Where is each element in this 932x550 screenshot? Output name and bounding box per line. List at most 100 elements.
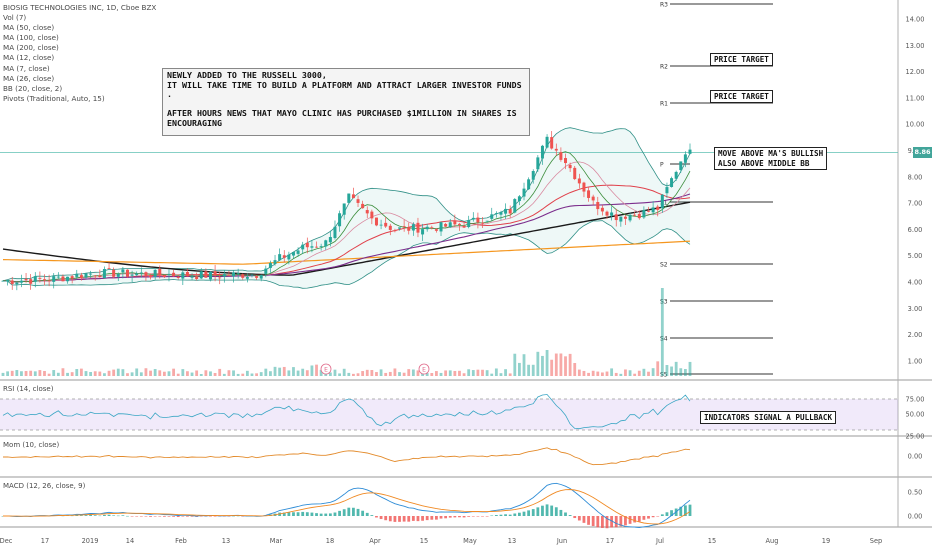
volume-bar xyxy=(582,370,586,376)
candle-body xyxy=(10,280,14,284)
volume-bar xyxy=(305,370,309,376)
macd-histogram-bar xyxy=(518,512,521,516)
volume-bar xyxy=(476,369,480,376)
macd-histogram-bar xyxy=(688,504,692,516)
macd-histogram-bar xyxy=(573,516,577,519)
macd-histogram-bar xyxy=(153,516,157,517)
candle-body xyxy=(347,193,351,203)
candle-body xyxy=(264,268,268,274)
volume-bar xyxy=(333,369,337,376)
candle-body xyxy=(227,274,231,276)
candle-body xyxy=(93,275,97,277)
candle-body xyxy=(301,244,305,250)
candle-body xyxy=(66,276,70,282)
candle-body xyxy=(213,271,217,276)
macd-histogram-bar xyxy=(190,516,194,517)
legend-pivots: Pivots (Traditional, Auto, 15) xyxy=(3,93,105,103)
candle-body xyxy=(670,178,674,187)
candle-body xyxy=(457,223,461,225)
note-line-2: IT WILL TAKE TIME TO BUILD A PLATFORM AN… xyxy=(167,79,522,100)
time-axis-label: Feb xyxy=(175,537,187,545)
candle-body xyxy=(56,276,60,278)
candle-body xyxy=(259,275,263,279)
macd-histogram-bar xyxy=(577,516,581,521)
macd-histogram-bar xyxy=(338,510,341,516)
macd-histogram-bar xyxy=(624,516,627,526)
candle-body xyxy=(342,203,346,215)
volume-bar xyxy=(264,368,268,376)
time-axis-label: Mar xyxy=(270,537,283,545)
volume-bar xyxy=(172,368,175,376)
bb-lower-line xyxy=(2,220,691,289)
time-axis-label: 15 xyxy=(420,537,428,545)
volume-bar xyxy=(591,370,595,376)
time-axis-label: 13 xyxy=(508,537,516,545)
macd-histogram-bar xyxy=(398,516,401,522)
candle-body xyxy=(411,224,415,231)
time-axis-label: Aug xyxy=(766,537,779,545)
candle-body xyxy=(481,222,485,224)
candle-body xyxy=(591,196,595,201)
candle-body xyxy=(647,210,651,212)
volume-bar xyxy=(310,365,314,376)
macd-histogram-bar xyxy=(315,513,318,516)
macd-histogram-bar xyxy=(361,510,365,516)
volume-bar xyxy=(564,356,567,376)
volume-bar xyxy=(47,373,51,376)
candle-body xyxy=(508,209,512,214)
earnings-marker-label: E xyxy=(422,366,426,373)
candle-body xyxy=(107,268,111,269)
volume-bar xyxy=(499,373,503,376)
volume-bar xyxy=(411,369,415,376)
candle-body xyxy=(559,152,563,160)
candle-body xyxy=(596,202,600,210)
volume-bar xyxy=(199,373,203,376)
volume-bar xyxy=(679,368,683,376)
macd-histogram-bar xyxy=(656,516,660,517)
candle-body xyxy=(315,246,319,248)
volume-bar xyxy=(135,368,139,376)
bullish-line-2: ALSO ABOVE MIDDLE BB xyxy=(718,158,810,168)
candle-body xyxy=(255,276,259,278)
candle-body xyxy=(656,206,660,210)
macd-histogram-bar xyxy=(453,516,457,518)
price-axis-label: 13.00 xyxy=(906,42,925,50)
macd-histogram-bar xyxy=(162,516,166,517)
volume-bar xyxy=(485,370,489,376)
legend-bb: BB (20, close, 2) xyxy=(3,83,63,93)
volume-bar xyxy=(190,372,194,376)
macd-histogram-bar xyxy=(499,514,503,516)
volume-bar xyxy=(79,368,83,376)
candle-body xyxy=(651,207,655,213)
macd-histogram-bar xyxy=(647,516,650,519)
ma-200-line xyxy=(2,201,691,276)
macd-histogram-bar xyxy=(356,508,360,516)
macd-histogram-bar xyxy=(545,504,549,516)
time-axis-label: 2019 xyxy=(82,537,99,545)
macd-histogram-bar xyxy=(287,512,291,516)
rsi-line xyxy=(2,394,691,430)
macd-histogram-bar xyxy=(435,516,438,520)
pivot-label-r2: R2 xyxy=(660,63,668,70)
macd-histogram-bar xyxy=(481,516,484,517)
volume-bar xyxy=(56,372,60,376)
volume-bar xyxy=(222,373,226,376)
volume-bar xyxy=(398,372,401,376)
price-axis-label: 4.00 xyxy=(908,279,923,287)
macd-pane-label: MACD (12, 26, close, 9) xyxy=(3,482,86,490)
candle-body xyxy=(116,273,120,277)
macd-histogram-bar xyxy=(605,516,609,529)
volume-bar xyxy=(52,370,56,376)
macd-histogram-bar xyxy=(596,516,600,528)
macd-histogram-bar xyxy=(209,516,212,517)
volume-bar xyxy=(494,368,498,376)
volume-bar xyxy=(508,373,512,376)
candle-body xyxy=(554,148,558,151)
volume-bar xyxy=(554,353,558,376)
volume-bar xyxy=(245,370,249,376)
candle-body xyxy=(633,214,637,216)
macd-histogram-bar xyxy=(490,515,494,517)
volume-bar xyxy=(683,369,687,376)
volume-bar xyxy=(255,373,258,376)
macd-histogram-bar xyxy=(425,516,429,521)
